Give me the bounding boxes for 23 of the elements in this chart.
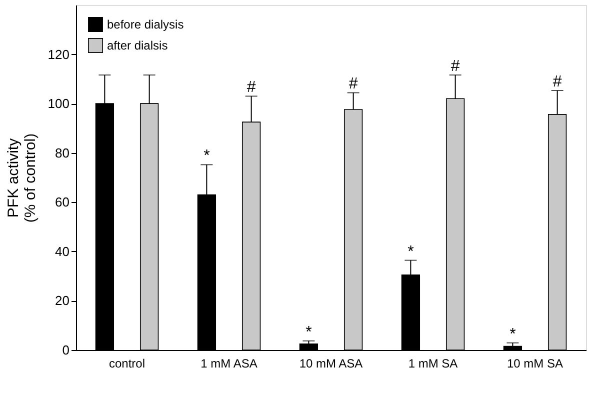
data-label: # (450, 58, 460, 75)
x-tick-label: control (108, 356, 146, 370)
y-tick-label: 100 (48, 96, 70, 112)
y-tick-label: 40 (55, 244, 70, 259)
legend-label: before dialysis (107, 18, 184, 32)
y-tick-label: 20 (55, 293, 70, 308)
x-tick-label: 1 mM SA (408, 356, 458, 370)
y-tick-label: 80 (55, 145, 70, 160)
data-label: * (306, 324, 312, 341)
data-label: # (246, 79, 256, 96)
data-label: * (204, 148, 210, 165)
y-axis-title: PFK activity (% of control) (4, 133, 39, 223)
legend-label: after dialsis (107, 38, 168, 52)
y-tick-label: 60 (55, 194, 70, 210)
x-tick-label: 10 mM ASA (299, 356, 363, 370)
data-label: # (348, 76, 358, 93)
y-tick-label: 120 (48, 46, 70, 62)
x-tick-label: 1 mM ASA (200, 356, 258, 370)
y-tick-label: 0 (62, 342, 70, 358)
data-label: # (552, 74, 562, 91)
data-label: * (408, 243, 414, 260)
x-tick-label: 10 mM SA (506, 356, 564, 370)
data-label: * (510, 326, 516, 343)
